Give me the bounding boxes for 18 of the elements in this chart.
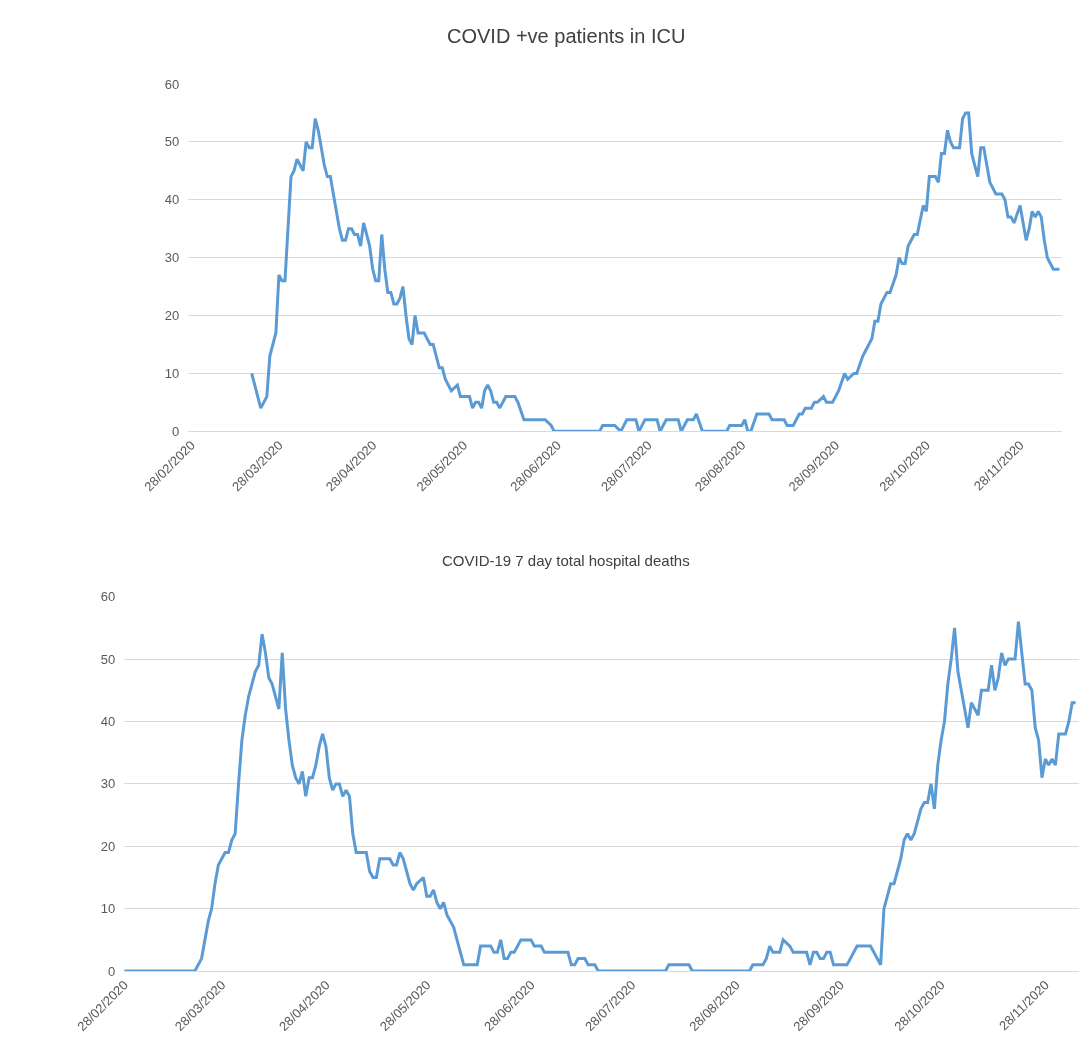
y-tick-label: 60: [100, 589, 116, 605]
y-tick-label: 0: [171, 423, 180, 439]
chart-title: COVID-19 7 day total hospital deaths: [442, 552, 690, 569]
y-tick-label: 40: [100, 714, 116, 730]
y-tick-label: 20: [100, 838, 116, 854]
y-tick-label: 30: [164, 250, 180, 266]
y-tick-label: 20: [164, 308, 180, 324]
line-series: [250, 111, 1061, 432]
y-tick-label: 0: [108, 963, 116, 979]
chart-title: COVID +ve patients in ICU: [447, 25, 686, 47]
y-tick-label: 10: [164, 365, 180, 381]
y-tick-label: 40: [164, 192, 180, 208]
y-tick-label: 10: [100, 901, 116, 917]
y-tick-label: 30: [100, 776, 116, 792]
line-series: [124, 620, 1078, 972]
y-tick-label: 50: [100, 651, 116, 667]
y-tick-label: 50: [164, 134, 180, 150]
y-tick-label: 60: [164, 76, 180, 92]
